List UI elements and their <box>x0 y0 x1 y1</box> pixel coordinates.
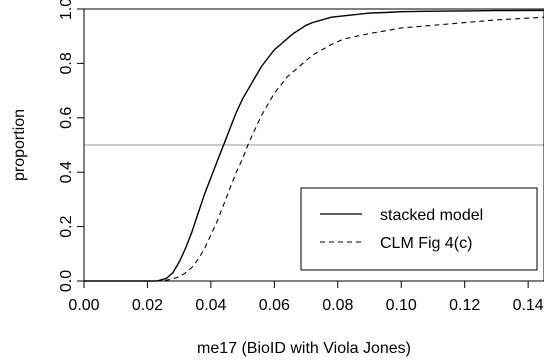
x-tick-label: 0.02 <box>132 297 163 314</box>
legend-label-stacked-model: stacked model <box>380 207 483 224</box>
y-tick-label: 0.0 <box>58 270 75 292</box>
legend-box <box>300 187 538 271</box>
series-line-1 <box>84 16 544 282</box>
x-axis-label: me17 (BioID with Viola Jones) <box>197 340 411 357</box>
plot-layer <box>84 9 544 282</box>
y-tick-label: 0.4 <box>58 161 75 183</box>
y-tick-label: 0.6 <box>58 107 75 129</box>
x-tick-label: 0.12 <box>449 297 480 314</box>
legend-label-clm-fig-4c: CLM Fig 4(c) <box>380 235 472 252</box>
x-tick-label: 0.00 <box>68 297 99 314</box>
y-tick-label: 0.2 <box>58 215 75 237</box>
x-tick-label: 0.10 <box>386 297 417 314</box>
x-axis-ticks: 0.00 0.02 0.04 0.06 0.08 0.10 0.12 0.14 <box>68 281 544 314</box>
x-tick-label: 0.04 <box>195 297 226 314</box>
plot-frame <box>83 8 544 282</box>
legend: stacked model CLM Fig 4(c) <box>300 187 538 271</box>
y-axis-label: proportion <box>11 109 28 181</box>
x-tick-label: 0.14 <box>513 297 544 314</box>
y-axis-ticks: 0.0 0.2 0.4 0.6 0.8 1.0 <box>58 0 84 292</box>
series-line-0 <box>84 9 544 282</box>
x-tick-label: 0.06 <box>259 297 290 314</box>
x-tick-label: 0.08 <box>322 297 353 314</box>
y-tick-label: 1.0 <box>58 0 75 20</box>
y-tick-label: 0.8 <box>58 52 75 74</box>
